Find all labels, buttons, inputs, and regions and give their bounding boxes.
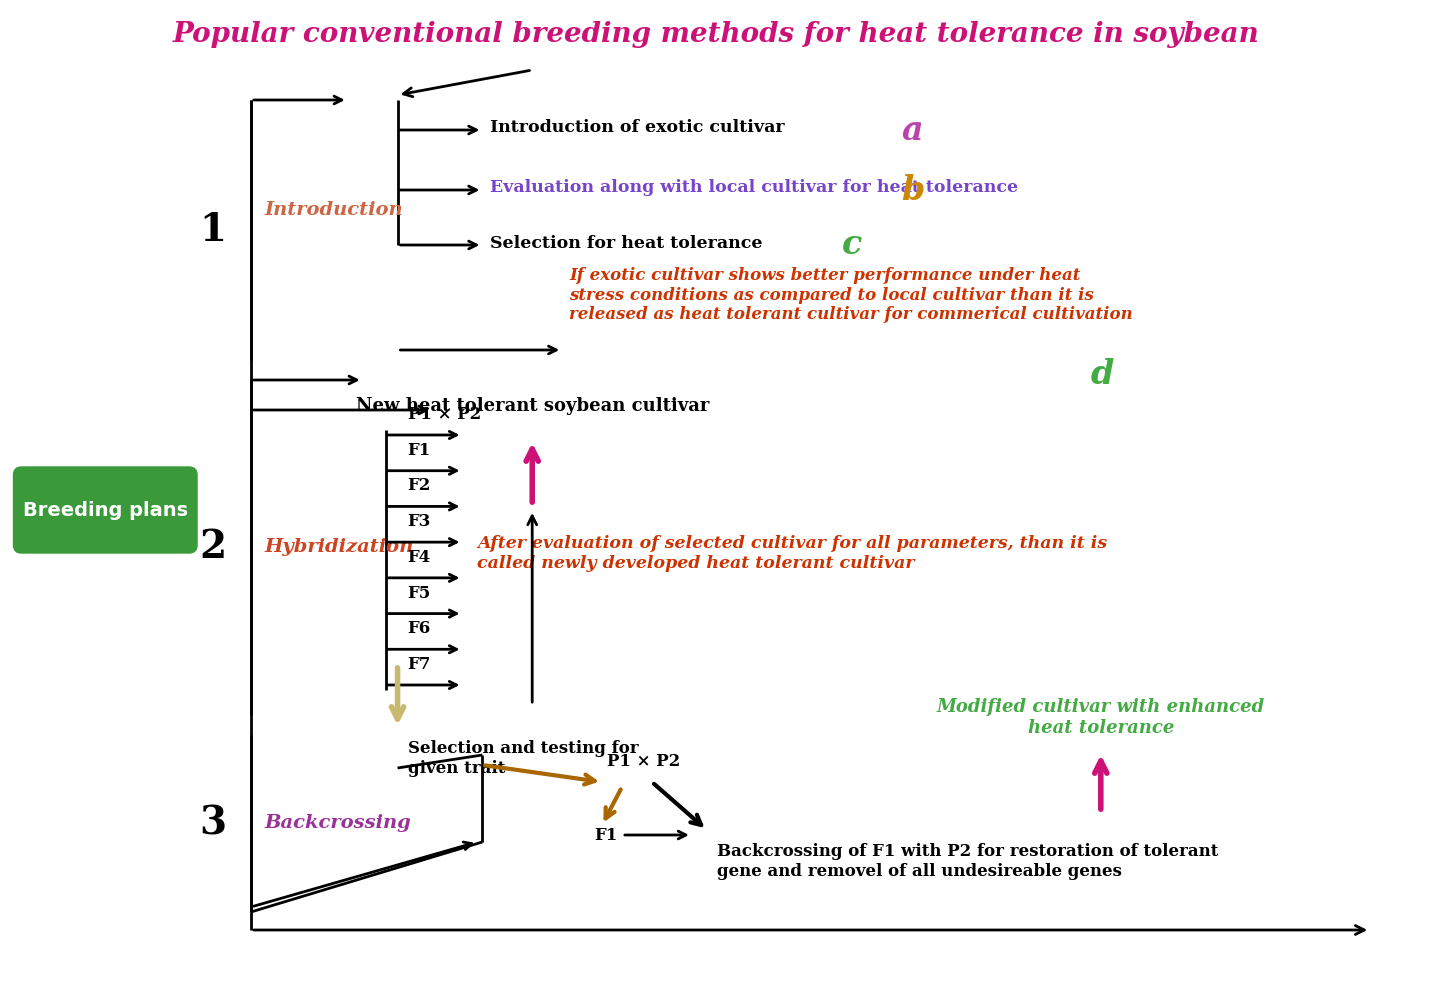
Text: After evaluation of selected cultivar for all parameters, than it is
called newl: After evaluation of selected cultivar fo…: [477, 535, 1107, 572]
Text: Modified cultivar with enhanced
heat tolerance: Modified cultivar with enhanced heat tol…: [936, 698, 1265, 737]
Text: Backcrossing of F1 with P2 for restoration of tolerant
gene and removel of all u: Backcrossing of F1 with P2 for restorati…: [717, 843, 1218, 880]
Text: F3: F3: [407, 513, 432, 530]
Text: Hybridization: Hybridization: [264, 538, 414, 556]
Text: F1: F1: [594, 826, 617, 844]
Text: Backcrossing: Backcrossing: [264, 814, 412, 832]
Text: P1 × P2: P1 × P2: [607, 753, 680, 770]
Text: F5: F5: [407, 585, 430, 602]
Text: F2: F2: [407, 477, 432, 494]
Text: Selection for heat tolerance: Selection for heat tolerance: [490, 234, 763, 251]
Text: d: d: [1090, 359, 1115, 391]
Text: c: c: [842, 229, 862, 261]
Text: If exotic cultivar shows better performance under heat
stress conditions as comp: If exotic cultivar shows better performa…: [569, 267, 1133, 323]
Text: New heat tolerant soybean cultivar: New heat tolerant soybean cultivar: [356, 397, 709, 415]
Text: Breeding plans: Breeding plans: [23, 500, 187, 520]
Text: a: a: [902, 113, 923, 146]
Text: Popular conventional breeding methods for heat tolerance in soybean: Popular conventional breeding methods fo…: [173, 21, 1259, 48]
Text: Introduction: Introduction: [264, 201, 403, 219]
Text: F4: F4: [407, 549, 430, 566]
Text: F6: F6: [407, 620, 430, 637]
Text: F7: F7: [407, 656, 432, 673]
Text: 3: 3: [200, 804, 227, 842]
Text: Evaluation along with local cultivar for heat tolerance: Evaluation along with local cultivar for…: [490, 180, 1019, 196]
Text: F1: F1: [407, 442, 430, 459]
Text: Selection and testing for
given trait: Selection and testing for given trait: [407, 740, 639, 777]
FancyBboxPatch shape: [13, 467, 197, 553]
Text: P1 × P2: P1 × P2: [407, 406, 480, 423]
Text: Introduction of exotic cultivar: Introduction of exotic cultivar: [490, 119, 785, 136]
Text: 2: 2: [200, 528, 227, 566]
Text: b: b: [902, 174, 925, 207]
Text: 1: 1: [200, 211, 226, 249]
